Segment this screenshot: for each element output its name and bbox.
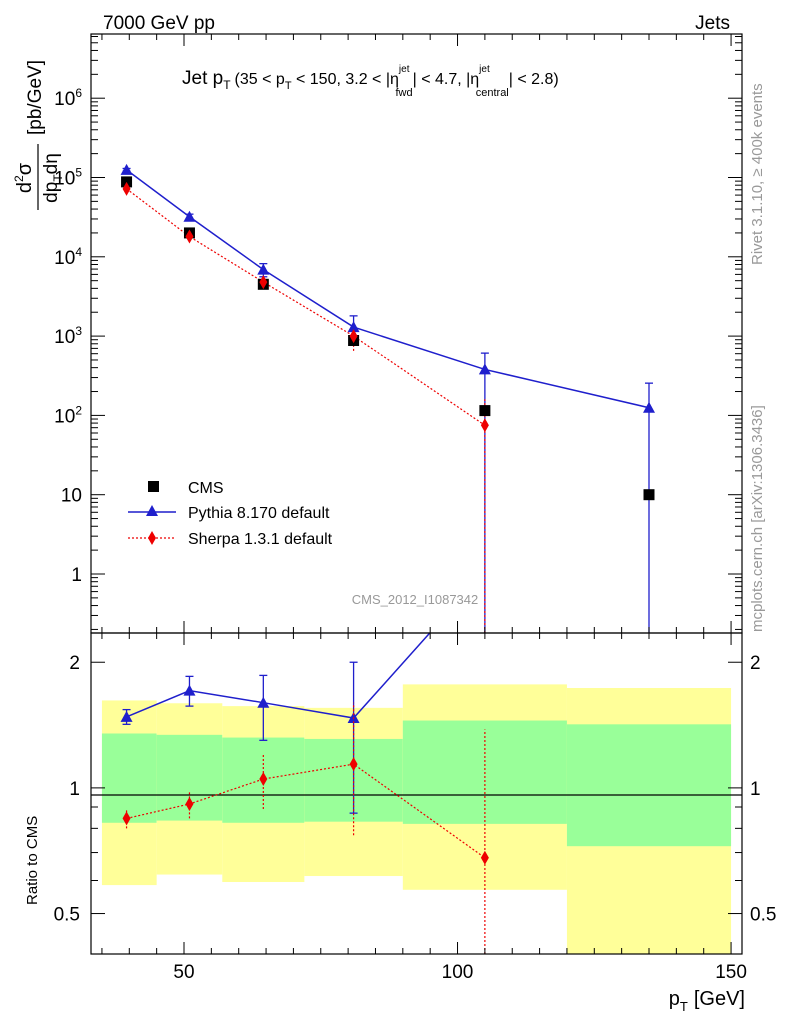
analysis-id: CMS_2012_I1087342 xyxy=(352,592,479,607)
pythia-line xyxy=(126,169,650,409)
sherpa-point xyxy=(122,181,131,196)
pythia-ratio-point xyxy=(257,696,270,708)
sherpa-ratio-point xyxy=(122,811,131,826)
pythia-ratio-point xyxy=(183,684,196,696)
legend: CMS Pythia 8.170 default Sherpa 1.3.1 de… xyxy=(128,480,333,548)
x-tick-label: 100 xyxy=(442,962,474,983)
cms-point xyxy=(479,405,491,417)
ratio-y-tick-label: 2 xyxy=(69,653,80,674)
ratio-y-tick-label: 0.5 xyxy=(54,905,80,926)
sherpa-line xyxy=(126,188,486,426)
svg-text:CMS: CMS xyxy=(188,480,224,497)
category-label: Jets xyxy=(695,13,730,34)
pythia-point xyxy=(643,401,655,413)
sherpa-point xyxy=(480,418,489,433)
y-tick-label: 1 xyxy=(71,565,82,586)
sherpa-ratio-point xyxy=(349,757,358,772)
sherpa-point xyxy=(349,329,358,344)
mcplots-label: mcplots.cern.ch [arXiv:1306.3436] xyxy=(749,405,766,632)
pythia-point xyxy=(257,263,270,275)
ratio-y-tick-label-right: 1 xyxy=(750,779,761,800)
pythia-point xyxy=(120,163,133,175)
sherpa-point xyxy=(259,275,268,290)
sherpa-ratio-point xyxy=(259,772,268,787)
stat-uncertainty-band xyxy=(566,724,732,847)
y-tick-label: 103 xyxy=(54,324,82,348)
pythia-point xyxy=(183,210,196,222)
y-axis-label-main: d2σ dpTdη [pb/GeV] xyxy=(12,60,65,210)
svg-text:Pythia 8.170 default: Pythia 8.170 default xyxy=(188,505,330,522)
svg-text:Sherpa 1.3.1 default: Sherpa 1.3.1 default xyxy=(188,531,333,548)
ratio-y-tick-label-right: 2 xyxy=(750,653,761,674)
y-axis-label-ratio: Ratio to CMS xyxy=(24,816,41,905)
legend-entry-pythia: Pythia 8.170 default xyxy=(128,505,330,522)
y-tick-label: 10 xyxy=(61,486,82,507)
legend-entry-sherpa: Sherpa 1.3.1 default xyxy=(128,531,333,548)
pythia-ratio-point xyxy=(120,710,133,722)
legend-entry-cms: CMS xyxy=(148,480,224,497)
pythia-point xyxy=(347,321,360,333)
rivet-label: Rivet 3.1.10, ≥ 400k events xyxy=(749,83,766,265)
svg-text:d2σ: d2σ xyxy=(12,162,36,193)
y-tick-label: 106 xyxy=(54,86,82,110)
sherpa-ratio-point xyxy=(480,850,489,865)
main-panel: 1 10 102 103 104 105 106 xyxy=(54,33,743,634)
pythia-point xyxy=(478,363,491,375)
y-tick-label: 105 xyxy=(54,166,82,190)
ratio-y-tick-label-right: 0.5 xyxy=(750,905,776,926)
y-tick-label: 102 xyxy=(54,403,82,427)
cms-point xyxy=(643,489,655,501)
legend-marker-pythia xyxy=(146,505,158,516)
legend-marker-cms xyxy=(148,481,159,492)
stat-uncertainty-band xyxy=(101,733,157,823)
legend-marker-sherpa xyxy=(148,531,156,545)
ratio-panel: 0.5 0.5 1 1 2 2 50 100 150 xyxy=(54,632,776,983)
energy-label: 7000 GeV pp xyxy=(103,13,215,34)
plot-title: Jet pT (35 < pT < 150, 3.2 < |ηjet fwd| < … xyxy=(182,64,559,99)
svg-text:[pb/GeV]: [pb/GeV] xyxy=(25,60,46,135)
ratio-y-tick-label: 1 xyxy=(69,779,80,800)
x-tick-label: 50 xyxy=(173,962,194,983)
sherpa-point xyxy=(185,229,194,244)
x-axis-label: pT [GeV] xyxy=(669,988,745,1014)
x-tick-label: 150 xyxy=(715,962,747,983)
sherpa-ratio-point xyxy=(185,796,194,811)
y-tick-label: 104 xyxy=(54,245,82,269)
ratio-panel-frame xyxy=(90,632,743,955)
